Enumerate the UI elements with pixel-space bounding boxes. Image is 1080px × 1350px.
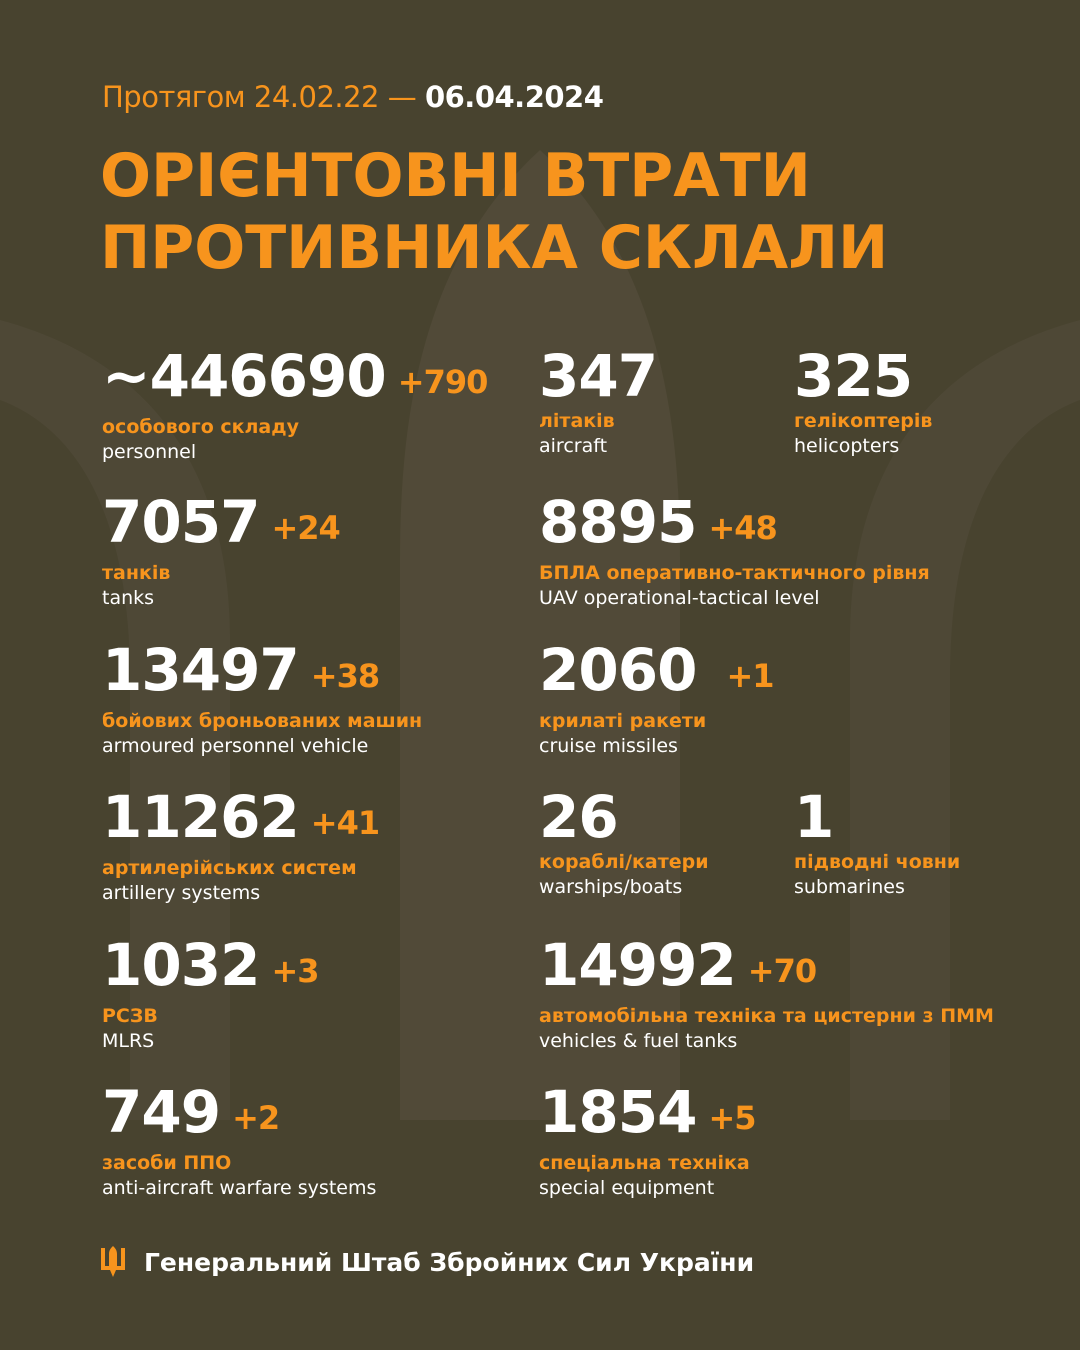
stat-delta: +48 bbox=[708, 509, 777, 547]
stat-aircraft: 347 літаків aircraft bbox=[539, 342, 658, 457]
stat-mlrs: 1032 +3 РСЗВ MLRS bbox=[102, 931, 320, 1052]
stat-label-ua: гелікоптерів bbox=[794, 410, 933, 432]
stat-delta: +24 bbox=[271, 509, 340, 547]
stat-helicopters: 325 гелікоптерів helicopters bbox=[794, 346, 932, 457]
stat-value: 2060 +1 bbox=[539, 636, 775, 704]
stat-label-ua: засоби ППО bbox=[102, 1152, 232, 1174]
stat-label-en: artillery systems bbox=[102, 882, 261, 904]
stat-warships: 26 кораблі/катери warships/boats bbox=[539, 787, 709, 898]
stat-label-en: MLRS bbox=[102, 1030, 155, 1052]
stat-value: 1 bbox=[794, 783, 834, 851]
stat-value: 11262 +41 bbox=[102, 783, 380, 851]
stat-label-en: submarines bbox=[794, 876, 905, 898]
footer: Генеральний Штаб Збройних Сил України bbox=[100, 1246, 754, 1278]
stat-delta: +1 bbox=[726, 657, 774, 695]
stat-label-en: special equipment bbox=[539, 1177, 715, 1199]
stat-value: 14992 +70 bbox=[539, 931, 817, 999]
stat-label-ua: спеціальна техніка bbox=[539, 1152, 750, 1174]
stat-label-ua: бойових броньованих машин bbox=[102, 710, 423, 732]
stat-anti-aircraft: 749 +2 засоби ППО anti-aircraft warfare sys… bbox=[102, 1082, 376, 1199]
stat-label-en: anti-aircraft warfare systems bbox=[102, 1177, 377, 1199]
stat-label-en: cruise missiles bbox=[539, 735, 678, 757]
stat-label-ua: літаків bbox=[539, 410, 615, 432]
stat-personnel: ~446690 +790 особового складу personnel bbox=[102, 342, 489, 463]
footer-text: Генеральний Штаб Збройних Сил України bbox=[144, 1247, 755, 1277]
stat-label-en: vehicles & fuel tanks bbox=[539, 1030, 738, 1052]
stat-label-en: personnel bbox=[102, 441, 197, 463]
stat-value: 1854 +5 bbox=[539, 1078, 757, 1146]
stat-value: 8895 +48 bbox=[539, 488, 778, 556]
stat-label-ua: кораблі/катери bbox=[539, 851, 709, 873]
page-title: ОРІЄНТОВНІ ВТРАТИ ПРОТИВНИКА СКЛАЛИ bbox=[100, 141, 889, 283]
stat-delta: +41 bbox=[310, 804, 380, 842]
stat-value: 347 bbox=[539, 342, 658, 410]
stat-label-ua: крилаті ракети bbox=[539, 710, 707, 732]
period-subtitle: Протягом 24.02.22 — 06.04.2024 bbox=[102, 80, 604, 114]
stat-value: 749 +2 bbox=[102, 1078, 280, 1146]
stat-vehicles: 14992 +70 автомобільна техніка та цистерни… bbox=[539, 935, 994, 1052]
stat-label-ua: танків bbox=[102, 562, 171, 584]
stat-submarines: 1 підводні човни submarines bbox=[794, 787, 960, 898]
stat-label-en: warships/boats bbox=[539, 876, 683, 898]
stat-tanks: 7057 +24 танків tanks bbox=[102, 488, 341, 609]
stat-label-en: UAV operational-tactical level bbox=[539, 587, 820, 609]
report-date: 06.04.2024 bbox=[424, 80, 604, 114]
stat-value: 1032 +3 bbox=[102, 931, 320, 999]
stat-label-ua: РСЗВ bbox=[102, 1005, 158, 1027]
stat-cruise-missiles: 2060 +1 крилаті ракети cruise missiles bbox=[539, 636, 775, 757]
stat-value: 7057 +24 bbox=[102, 488, 341, 556]
stat-value: ~446690 +790 bbox=[102, 342, 489, 410]
stat-apv: 13497 +38 бойових броньованих машин armoure… bbox=[102, 640, 422, 757]
stat-artillery: 11262 +41 артилерійських систем artillery s… bbox=[102, 783, 380, 904]
stat-uav: 8895 +48 БПЛА оперативно-тактичного рівня U… bbox=[539, 492, 930, 609]
stat-delta: +5 bbox=[708, 1099, 756, 1137]
stat-value: 26 bbox=[539, 783, 619, 851]
stat-delta: +790 bbox=[397, 363, 489, 401]
stat-value: 325 bbox=[794, 342, 913, 410]
stat-label-en: armoured personnel vehicle bbox=[102, 735, 369, 757]
stat-delta: +3 bbox=[271, 952, 319, 990]
stat-delta: +2 bbox=[232, 1099, 280, 1137]
trident-icon bbox=[101, 1246, 125, 1277]
stat-label-en: helicopters bbox=[794, 435, 900, 457]
stat-label-ua: особового складу bbox=[102, 416, 299, 438]
stat-label-en: tanks bbox=[102, 587, 155, 609]
stat-delta: +38 bbox=[310, 657, 380, 695]
stat-label-ua: БПЛА оперативно-тактичного рівня bbox=[539, 562, 930, 584]
stat-special-equipment: 1854 +5 спеціальна техніка special equipmen… bbox=[539, 1078, 757, 1199]
stat-label-ua: автомобільна техніка та цистерни з ПММ bbox=[539, 1005, 994, 1027]
stat-value: 13497 +38 bbox=[102, 636, 380, 704]
stat-label-ua: артилерійських систем bbox=[102, 857, 357, 879]
stat-label-en: aircraft bbox=[539, 435, 608, 457]
stat-delta: +70 bbox=[747, 952, 817, 990]
stat-label-ua: підводні човни bbox=[794, 851, 961, 873]
